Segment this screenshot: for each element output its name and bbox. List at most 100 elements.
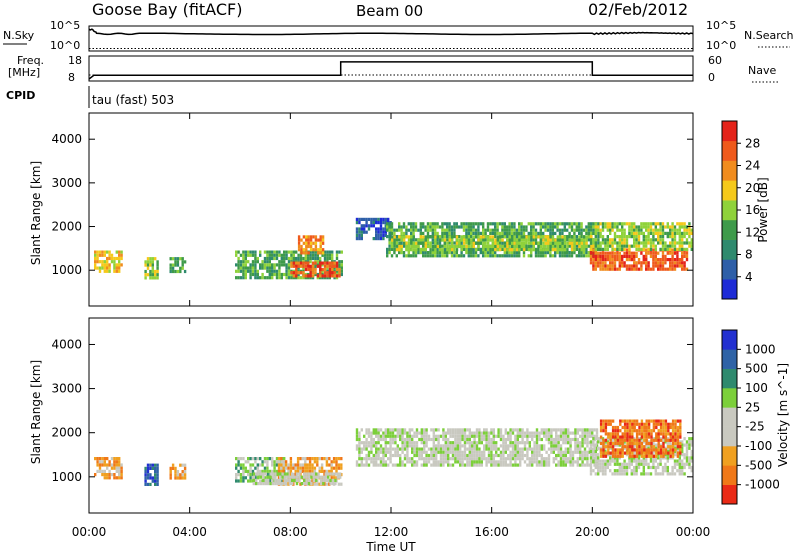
- scatter-cell: [465, 244, 468, 249]
- scatter-cell: [681, 261, 684, 265]
- scatter-cell: [578, 244, 581, 249]
- scatter-cell: [676, 469, 679, 473]
- scatter-cell: [578, 241, 581, 245]
- scatter-cell: [571, 453, 575, 458]
- scatter-cell: [370, 431, 373, 435]
- scatter-cell: [551, 225, 554, 229]
- scatter-cell: [96, 256, 99, 261]
- scatter-cell: [149, 260, 152, 264]
- scatter-cell: [528, 444, 531, 448]
- scatter-cell: [511, 235, 514, 239]
- scatter-cell: [552, 441, 555, 445]
- scatter-cell: [259, 482, 263, 486]
- scatter-cell: [456, 431, 459, 435]
- scatter-cell: [542, 238, 545, 242]
- scatter-cell: [550, 431, 553, 435]
- scatter-cell: [509, 450, 512, 454]
- scatter-cell: [151, 273, 154, 277]
- scatter-cell: [568, 238, 571, 242]
- scatter-cell: [239, 463, 243, 467]
- scatter-cell: [363, 447, 366, 451]
- scatter-cell: [647, 241, 650, 245]
- scatter-cell: [587, 235, 591, 239]
- scatter-cell: [358, 453, 361, 458]
- scatter-cell: [628, 454, 632, 458]
- scatter-cell: [590, 244, 593, 249]
- scatter-cell: [460, 248, 463, 252]
- scatter-cell: [375, 444, 378, 448]
- scatter-cell: [377, 233, 380, 237]
- scatter-cell: [525, 225, 528, 229]
- scatter-cell: [307, 238, 310, 242]
- scatter-cell: [483, 431, 486, 435]
- scatter-cell: [453, 222, 456, 226]
- scatter-cell: [244, 276, 247, 280]
- scatter-cell: [613, 261, 617, 265]
- scatter-cell: [355, 217, 359, 221]
- scatter-cell: [628, 251, 631, 255]
- scatter-cell: [558, 251, 562, 255]
- scatter-cell: [438, 241, 442, 245]
- scatter-cell: [432, 428, 435, 432]
- scatter-cell: [495, 434, 498, 438]
- scatter-cell: [683, 465, 686, 470]
- scatter-cell: [466, 463, 469, 467]
- scatter-cell: [530, 225, 533, 229]
- scatter-cell: [110, 260, 114, 264]
- scatter-cell: [562, 460, 565, 464]
- scatter-cell: [688, 465, 691, 470]
- scatter-cell: [387, 450, 390, 454]
- scatter-cell: [379, 434, 383, 438]
- scatter-cell: [614, 429, 617, 433]
- scatter-cell: [386, 254, 389, 258]
- scatter-cell: [510, 228, 514, 232]
- scatter-cell: [400, 235, 403, 239]
- scatter-cell: [113, 266, 116, 270]
- scatter-cell: [242, 269, 245, 273]
- scatter-cell: [295, 261, 298, 265]
- scatter-cell: [640, 429, 644, 433]
- scatter-cell: [466, 457, 469, 461]
- scatter-cell: [606, 264, 609, 268]
- scatter-cell: [382, 233, 385, 237]
- scatter-cell: [594, 235, 597, 239]
- scatter-cell: [273, 463, 276, 467]
- scatter-cell: [546, 228, 550, 232]
- scatter-cell: [647, 247, 650, 251]
- scatter-cell: [599, 222, 602, 226]
- scatter-cell: [669, 241, 672, 245]
- scatter-cell: [154, 479, 157, 483]
- scatter-cell: [398, 225, 401, 229]
- scatter-cell: [444, 447, 447, 451]
- scatter-cell: [331, 472, 335, 476]
- scatter-cell: [597, 254, 600, 258]
- scatter-cell: [479, 251, 482, 255]
- scatter-cell: [264, 478, 267, 482]
- scatter-cell: [290, 271, 293, 275]
- scatter-cell: [650, 454, 653, 458]
- scatter-cell: [635, 261, 638, 265]
- scatter-cell: [628, 228, 631, 232]
- scatter-cell: [633, 225, 636, 229]
- scatter-cell: [581, 444, 584, 448]
- scatter-cell: [268, 469, 271, 473]
- scatter-cell: [451, 450, 455, 454]
- scatter-cell: [372, 221, 375, 225]
- scatter-cell: [434, 235, 437, 239]
- scatter-cell: [623, 435, 627, 439]
- scatter-cell: [501, 225, 504, 229]
- scatter-cell: [388, 228, 391, 232]
- scatter-cell: [609, 241, 612, 245]
- scatter-cell: [642, 258, 645, 262]
- scatter-cell: [305, 238, 308, 242]
- scatter-cell: [280, 457, 283, 461]
- scatter-cell: [555, 457, 558, 461]
- scatter-cell: [326, 250, 329, 254]
- scatter-cell: [101, 253, 104, 257]
- scatter-cell: [621, 435, 624, 439]
- scatter-cell: [616, 267, 619, 271]
- scatter-cell: [274, 472, 277, 476]
- scatter-cell: [631, 432, 634, 436]
- scatter-cell: [509, 444, 512, 448]
